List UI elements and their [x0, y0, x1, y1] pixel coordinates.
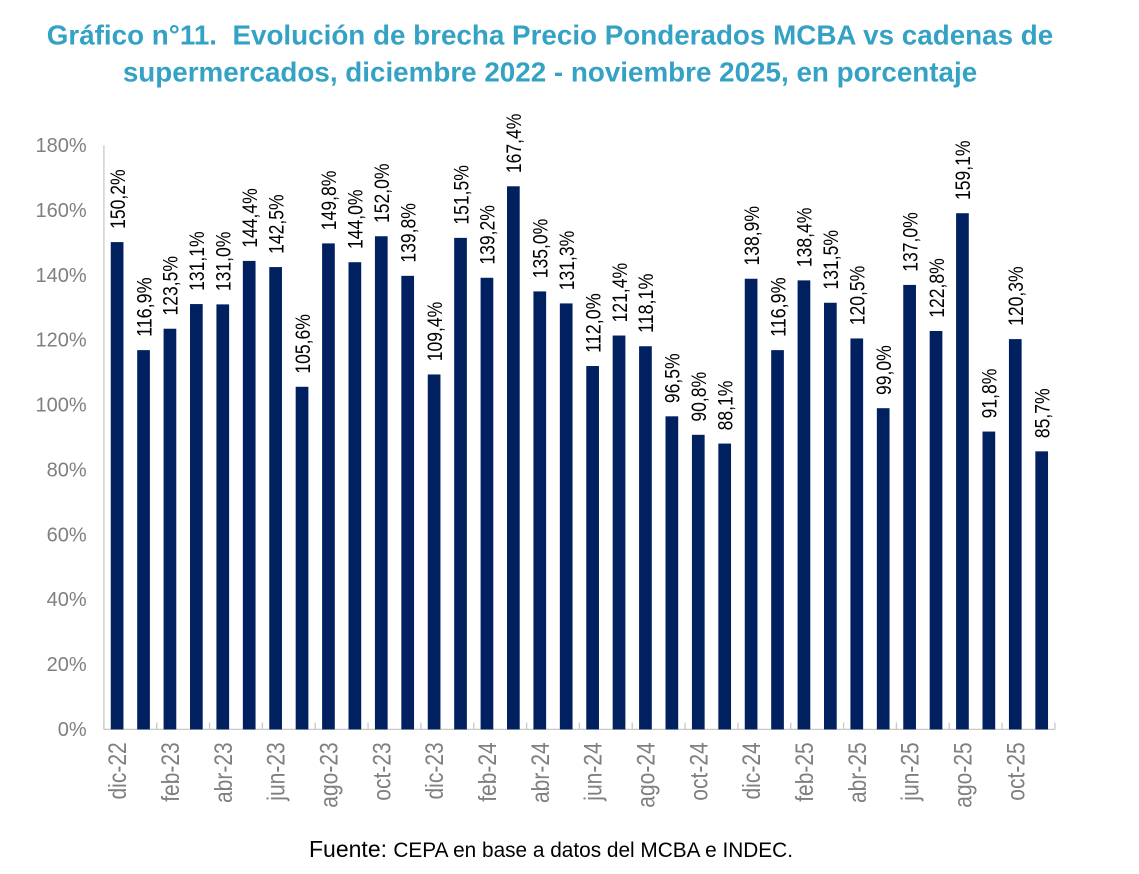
- svg-text:123,5%: 123,5%: [159, 256, 183, 316]
- svg-text:feb-24: feb-24: [474, 742, 502, 802]
- svg-text:88,1%: 88,1%: [713, 381, 737, 431]
- svg-text:dic-23: dic-23: [421, 742, 449, 799]
- svg-text:dic-24: dic-24: [738, 742, 766, 799]
- svg-text:116,9%: 116,9%: [766, 277, 790, 337]
- svg-text:142,5%: 142,5%: [264, 194, 288, 254]
- svg-text:99,0%: 99,0%: [872, 345, 896, 395]
- svg-text:139,8%: 139,8%: [396, 203, 420, 263]
- svg-text:131,0%: 131,0%: [212, 232, 236, 292]
- svg-text:Fuente: CEPA en base a datos d: Fuente: CEPA en base a datos del MCBA e …: [309, 836, 793, 862]
- svg-text:supermercados, diciembre 2022: supermercados, diciembre 2022 - noviembr…: [123, 57, 977, 88]
- svg-text:121,4%: 121,4%: [608, 263, 632, 323]
- svg-text:dic-22: dic-22: [104, 742, 132, 799]
- svg-text:144,4%: 144,4%: [238, 188, 262, 248]
- svg-text:feb-23: feb-23: [157, 742, 185, 802]
- svg-text:Gráfico n°11. Evolución de br: Gráfico n°11. Evolución de brecha Precio…: [47, 20, 1053, 51]
- svg-text:112,0%: 112,0%: [581, 293, 605, 353]
- svg-text:180%: 180%: [36, 135, 87, 157]
- svg-text:20%: 20%: [47, 654, 87, 676]
- svg-text:131,3%: 131,3%: [555, 231, 579, 291]
- svg-text:jun-24: jun-24: [580, 742, 608, 801]
- svg-text:151,5%: 151,5%: [449, 165, 473, 224]
- svg-text:60%: 60%: [47, 524, 87, 546]
- svg-text:91,8%: 91,8%: [978, 369, 1002, 419]
- svg-text:144,0%: 144,0%: [344, 190, 368, 250]
- svg-text:ago-23: ago-23: [315, 742, 343, 807]
- svg-text:120,3%: 120,3%: [1004, 266, 1028, 326]
- svg-text:oct-23: oct-23: [368, 742, 396, 800]
- svg-text:feb-25: feb-25: [791, 742, 819, 802]
- svg-text:80%: 80%: [47, 459, 87, 481]
- svg-text:ago-24: ago-24: [632, 742, 660, 807]
- svg-text:oct-24: oct-24: [685, 742, 713, 800]
- svg-text:120%: 120%: [36, 330, 87, 352]
- svg-text:152,0%: 152,0%: [370, 164, 394, 224]
- svg-text:139,2%: 139,2%: [476, 205, 500, 265]
- svg-text:138,9%: 138,9%: [740, 206, 764, 266]
- svg-text:40%: 40%: [47, 589, 87, 611]
- svg-text:109,4%: 109,4%: [423, 302, 447, 362]
- svg-text:122,8%: 122,8%: [925, 258, 949, 318]
- svg-text:131,5%: 131,5%: [819, 230, 843, 290]
- svg-text:jun-23: jun-23: [263, 742, 291, 801]
- svg-text:159,1%: 159,1%: [951, 141, 975, 201]
- svg-text:ago-25: ago-25: [949, 742, 977, 807]
- svg-text:116,9%: 116,9%: [132, 277, 156, 337]
- svg-text:105,6%: 105,6%: [291, 314, 315, 374]
- svg-text:oct-25: oct-25: [1002, 742, 1030, 800]
- svg-text:135,0%: 135,0%: [529, 219, 553, 279]
- svg-text:149,8%: 149,8%: [317, 171, 341, 231]
- svg-text:90,8%: 90,8%: [687, 372, 711, 422]
- svg-text:140%: 140%: [36, 265, 87, 287]
- svg-text:100%: 100%: [36, 395, 87, 417]
- svg-text:abr-24: abr-24: [527, 742, 555, 803]
- svg-text:jun-25: jun-25: [897, 742, 925, 801]
- svg-text:167,4%: 167,4%: [502, 114, 526, 174]
- svg-text:85,7%: 85,7%: [1030, 388, 1054, 438]
- svg-text:150,2%: 150,2%: [106, 169, 130, 229]
- svg-text:160%: 160%: [36, 200, 87, 222]
- svg-text:0%: 0%: [58, 719, 87, 741]
- svg-text:120,5%: 120,5%: [846, 266, 870, 326]
- svg-text:138,4%: 138,4%: [793, 208, 817, 268]
- svg-text:131,1%: 131,1%: [185, 231, 209, 291]
- svg-text:118,1%: 118,1%: [634, 274, 658, 334]
- svg-text:96,5%: 96,5%: [661, 353, 685, 403]
- svg-text:abr-25: abr-25: [844, 742, 872, 803]
- svg-text:137,0%: 137,0%: [898, 212, 922, 272]
- svg-text:abr-23: abr-23: [210, 742, 238, 803]
